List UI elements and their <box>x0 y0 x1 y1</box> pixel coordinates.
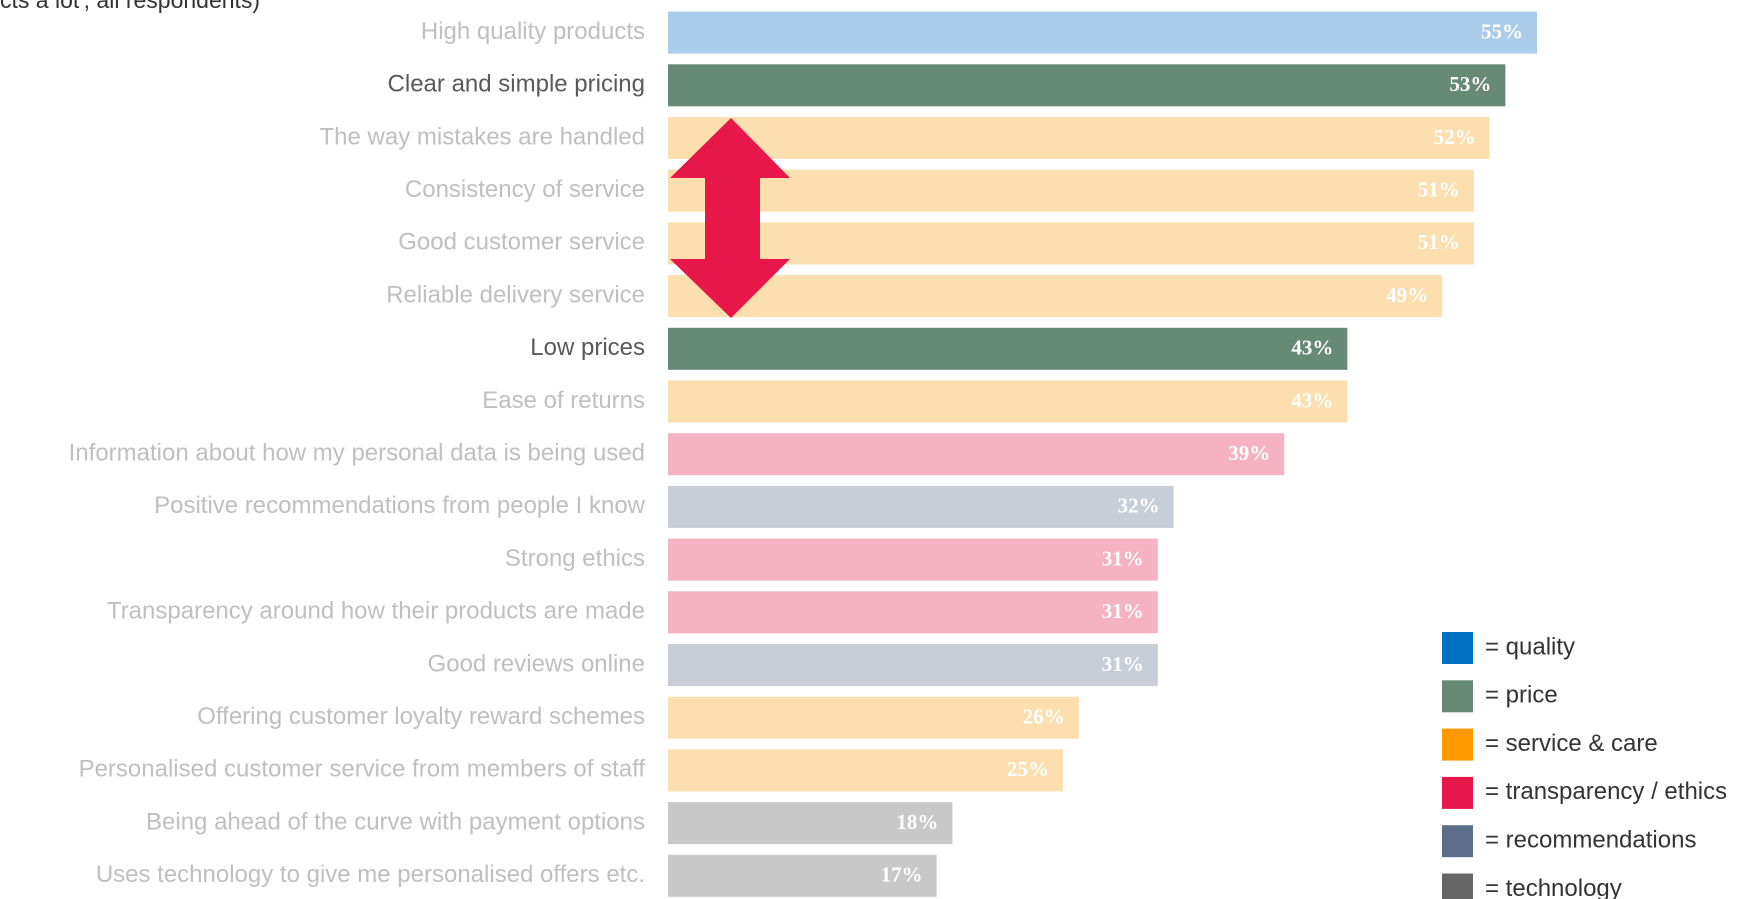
bar <box>668 433 1285 476</box>
legend-swatch <box>1442 825 1473 858</box>
legend-swatch <box>1442 873 1473 899</box>
legend-swatch <box>1442 632 1473 664</box>
bar <box>668 11 1537 54</box>
bar <box>668 169 1474 212</box>
category-label: Uses technology to give me personalised … <box>96 861 645 888</box>
bar <box>668 222 1474 265</box>
chart-subtitle: cts a lot', all respondents) <box>0 0 260 13</box>
bar <box>668 854 937 897</box>
value-label: 53% <box>1449 72 1491 96</box>
legend-label: = recommendations <box>1485 827 1696 854</box>
value-label: 51% <box>1418 230 1460 254</box>
legend-swatch <box>1442 680 1473 713</box>
category-label: Positive recommendations from people I k… <box>154 492 646 519</box>
bar <box>668 591 1158 634</box>
bar <box>668 538 1158 581</box>
bar <box>668 380 1348 423</box>
bar <box>668 802 953 845</box>
category-label: Good customer service <box>398 229 645 256</box>
category-label: Ease of returns <box>482 387 645 414</box>
bar <box>668 64 1506 107</box>
bar <box>668 749 1063 792</box>
legend-label: = technology <box>1485 875 1622 899</box>
legend-swatch <box>1442 776 1473 809</box>
legend-label: = service & care <box>1485 730 1658 757</box>
category-label: Transparency around how their products a… <box>107 598 645 625</box>
value-label: 49% <box>1386 283 1428 307</box>
legend-label: = price <box>1485 682 1558 709</box>
category-label: Strong ethics <box>505 545 645 572</box>
value-label: 17% <box>881 863 923 887</box>
value-label: 31% <box>1102 652 1144 676</box>
category-label: Consistency of service <box>405 176 645 203</box>
category-label: Personalised customer service from membe… <box>79 756 646 783</box>
bar <box>668 117 1490 159</box>
value-label: 43% <box>1291 336 1333 360</box>
value-label: 26% <box>1023 705 1065 729</box>
category-label: The way mistakes are handled <box>320 123 646 150</box>
legend-swatch <box>1442 728 1473 761</box>
bar <box>668 485 1174 528</box>
category-label: Offering customer loyalty reward schemes <box>197 703 645 730</box>
bar <box>668 696 1079 739</box>
category-label: Information about how my personal data i… <box>69 440 645 467</box>
bar <box>668 644 1158 686</box>
category-label: Reliable delivery service <box>386 281 645 308</box>
value-label: 25% <box>1007 757 1049 781</box>
value-label: 31% <box>1102 546 1144 570</box>
value-label: 51% <box>1418 178 1460 202</box>
legend-label: = quality <box>1485 633 1575 660</box>
value-label: 18% <box>896 810 938 834</box>
category-label: Low prices <box>530 334 645 361</box>
value-label: 43% <box>1291 388 1333 412</box>
category-label: Good reviews online <box>428 650 645 677</box>
value-label: 52% <box>1434 125 1476 149</box>
bar <box>668 275 1443 318</box>
value-label: 32% <box>1118 494 1160 518</box>
value-label: 31% <box>1102 599 1144 623</box>
value-label: 55% <box>1481 19 1523 43</box>
bar <box>668 327 1348 370</box>
double-arrow <box>670 118 790 318</box>
value-label: 39% <box>1228 441 1270 465</box>
category-label: Being ahead of the curve with payment op… <box>146 808 645 835</box>
category-label: High quality products <box>421 18 645 45</box>
category-label: Clear and simple pricing <box>388 71 645 98</box>
legend-label: = transparency / ethics <box>1485 778 1727 805</box>
